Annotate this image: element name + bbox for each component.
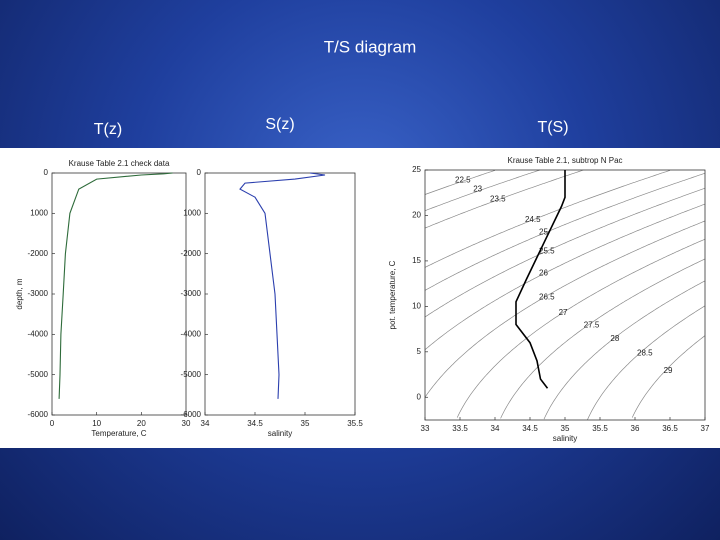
x-tick-label: 34	[201, 419, 210, 428]
y-tick-label: -4000	[181, 329, 202, 338]
x-tick-label: 35.5	[592, 424, 608, 433]
y-tick-label: 15	[412, 256, 421, 265]
density-contour	[456, 238, 706, 418]
contour-label: 28.5	[637, 349, 653, 358]
x-tick-label: 34.5	[247, 419, 263, 428]
panel-heading: S(z)	[265, 116, 294, 133]
x-tick-label: 35.5	[347, 419, 363, 428]
x-tick-label: 35	[301, 419, 310, 428]
density-contour	[631, 335, 706, 418]
x-tick-label: 36	[631, 424, 640, 433]
x-tick-label: 37	[701, 424, 710, 433]
contour-label: 27	[559, 308, 568, 317]
x-tick-label: 20	[137, 419, 146, 428]
x-tick-label: 30	[182, 419, 191, 428]
figure-panel	[0, 148, 720, 448]
x-tick-label: 34.5	[522, 424, 538, 433]
density-contour	[424, 187, 706, 318]
data-line	[58, 172, 173, 399]
contour-label: 24.5	[525, 215, 541, 224]
density-contour	[424, 170, 496, 195]
data-line	[515, 170, 566, 389]
x-axis-label: salinity	[553, 434, 577, 443]
x-tick-label: 33.5	[452, 424, 468, 433]
y-axis-label: depth, m	[15, 278, 24, 309]
y-tick-label: -2000	[28, 249, 49, 258]
y-tick-label: 0	[197, 168, 202, 177]
y-tick-label: 25	[412, 165, 421, 174]
x-axis-label: Temperature, C	[91, 429, 146, 438]
contour-label: 29	[664, 366, 673, 375]
x-tick-label: 0	[50, 419, 55, 428]
data-line	[239, 172, 326, 399]
contour-label: 22.5	[455, 176, 471, 185]
density-contour	[424, 169, 584, 229]
contour-label: 28	[610, 334, 619, 343]
density-contour	[543, 280, 706, 420]
y-tick-label: -5000	[181, 370, 202, 379]
contour-label: 25.5	[539, 247, 555, 256]
y-tick-label: -2000	[181, 249, 202, 258]
panel-heading: T(z)	[94, 121, 122, 138]
slide-title: T/S diagram	[324, 37, 417, 56]
y-tick-label: -6000	[28, 410, 49, 419]
density-contour	[587, 305, 706, 421]
contour-label: 23.5	[490, 195, 506, 204]
y-tick-label: 20	[412, 211, 421, 220]
density-contour	[424, 172, 706, 291]
density-contour	[424, 220, 706, 398]
density-contour	[424, 203, 706, 350]
y-tick-label: 1000	[30, 208, 48, 217]
y-tick-label: 1000	[183, 208, 201, 217]
chart-title: Krause Table 2.1 check data	[69, 159, 170, 168]
x-tick-label: 36.5	[662, 424, 678, 433]
x-tick-label: 10	[92, 419, 101, 428]
panel-heading: T(S)	[537, 119, 568, 136]
y-tick-label: -3000	[28, 289, 49, 298]
x-tick-label: 33	[421, 424, 430, 433]
contour-label: 26	[539, 268, 548, 277]
y-tick-label: -6000	[181, 410, 202, 419]
y-tick-label: 10	[412, 301, 421, 310]
x-tick-label: 35	[561, 424, 570, 433]
contour-label: 27.5	[584, 321, 600, 330]
x-tick-label: 34	[491, 424, 500, 433]
y-tick-label: -5000	[28, 370, 49, 379]
y-axis-label: pot. temperature, C	[388, 260, 397, 329]
contour-label: 25	[539, 227, 548, 236]
contour-label: 26.5	[539, 293, 555, 302]
density-contour	[424, 170, 671, 268]
y-tick-label: 0	[44, 168, 49, 177]
y-tick-label: 5	[417, 347, 422, 356]
y-tick-label: 0	[417, 392, 422, 401]
y-tick-label: -4000	[28, 329, 49, 338]
contour-label: 23	[473, 185, 482, 194]
density-contour	[500, 258, 706, 419]
density-contour	[424, 169, 540, 212]
y-tick-label: -3000	[181, 289, 202, 298]
x-axis-label: salinity	[268, 429, 292, 438]
chart-title: Krause Table 2.1, subtrop N Pac	[507, 156, 622, 165]
